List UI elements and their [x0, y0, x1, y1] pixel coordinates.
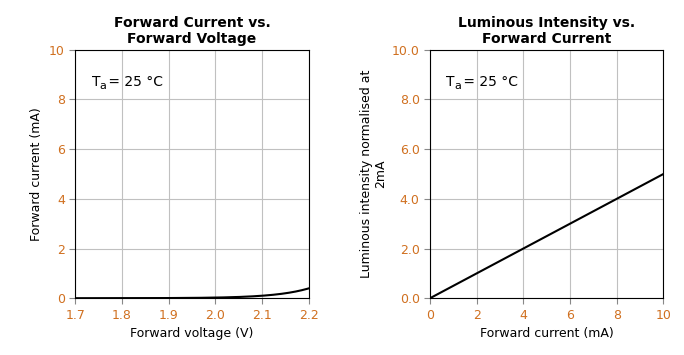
- X-axis label: Forward current (mA): Forward current (mA): [480, 327, 614, 340]
- Title: Luminous Intensity vs.
Forward Current: Luminous Intensity vs. Forward Current: [458, 16, 635, 46]
- Text: = 25 °C: = 25 °C: [105, 75, 163, 88]
- Text: a: a: [100, 81, 107, 91]
- Text: T: T: [447, 75, 455, 88]
- Text: a: a: [455, 81, 462, 91]
- X-axis label: Forward voltage (V): Forward voltage (V): [130, 327, 254, 340]
- Text: = 25 °C: = 25 °C: [459, 75, 518, 88]
- Y-axis label: Forward current (mA): Forward current (mA): [30, 107, 43, 241]
- Y-axis label: Luminous intensity normalised at
2mA: Luminous intensity normalised at 2mA: [360, 70, 388, 278]
- Title: Forward Current vs.
Forward Voltage: Forward Current vs. Forward Voltage: [114, 16, 270, 46]
- Text: T: T: [92, 75, 100, 88]
